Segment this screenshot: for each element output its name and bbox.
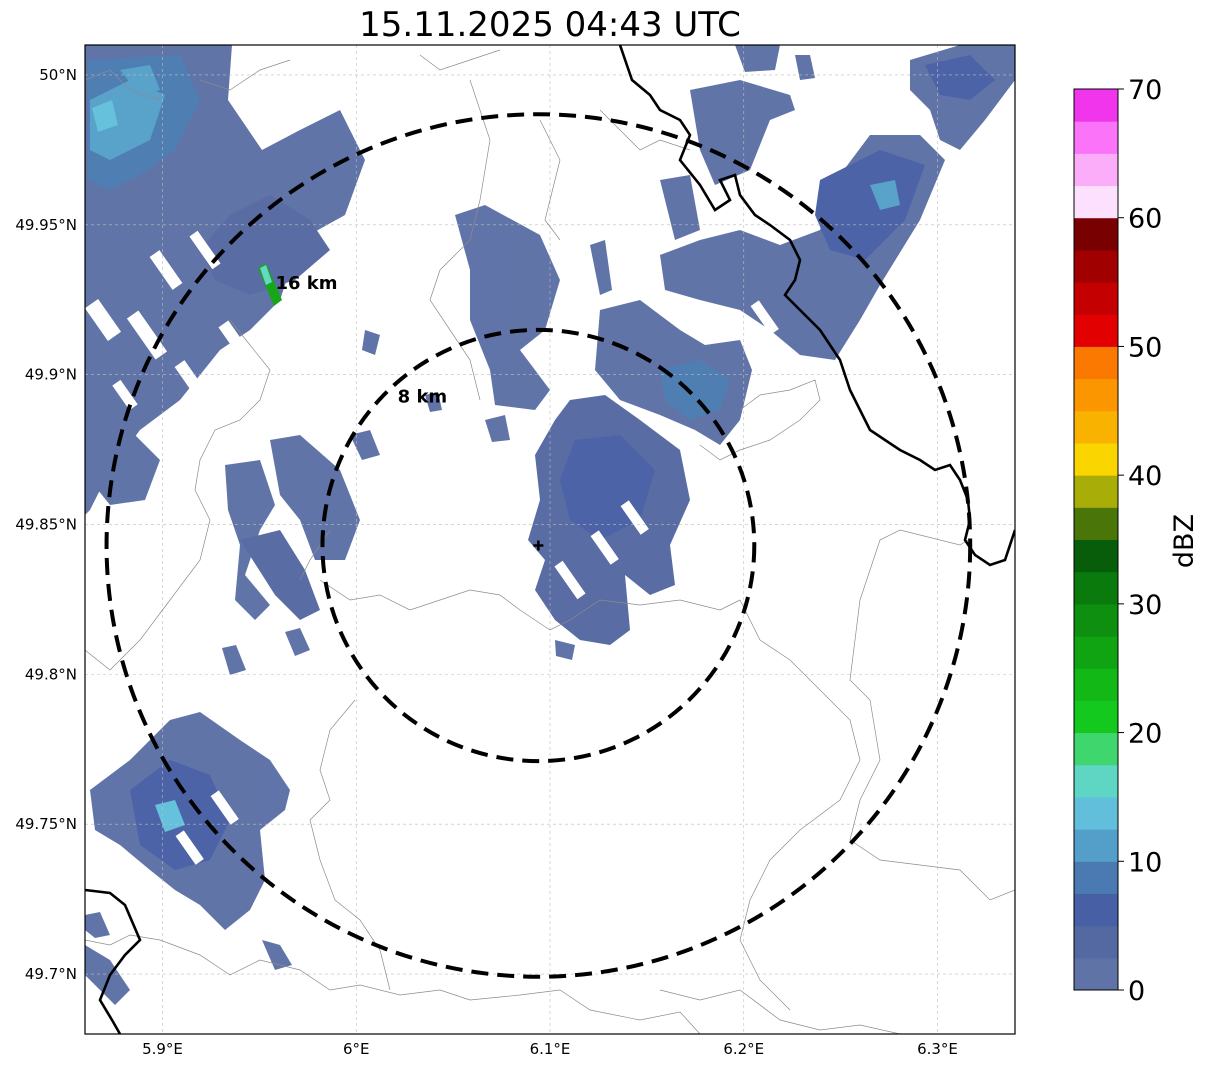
colorbar-segment [1074, 732, 1118, 766]
colorbar-tick-label: 30 [1128, 590, 1162, 621]
colorbar-segment [1074, 249, 1118, 283]
colorbar-segment [1074, 442, 1118, 476]
colorbar-segment [1074, 829, 1118, 862]
range-rings [104, 112, 973, 979]
gridlines [85, 45, 1015, 1034]
colorbar [1073, 88, 1119, 991]
colorbar-tick-label: 60 [1128, 204, 1162, 235]
colorbar-segment [1074, 603, 1118, 637]
precipitation-echoes [85, 45, 1015, 1005]
colorbar-segment [1074, 346, 1118, 380]
colorbar-segment [1074, 507, 1118, 540]
y-tick-label: 49.8°N [25, 665, 77, 683]
colorbar-segment [1074, 282, 1118, 315]
colorbar-segment [1074, 185, 1118, 219]
colorbar-segment [1074, 378, 1118, 412]
colorbar-segment [1074, 861, 1118, 894]
colorbar-ticks: 0 10 20 30 40 50 60 70 [1118, 75, 1162, 1007]
y-tick-label: 49.9°N [25, 366, 77, 384]
range-ring-label: 8 km [398, 386, 448, 407]
colorbar-segment [1074, 539, 1118, 573]
x-axis-ticks: 5.9°E 6°E 6.1°E 6.2°E 6.3°E [142, 1040, 958, 1058]
y-axis-ticks: 50°N 49.95°N 49.9°N 49.85°N 49.8°N 49.75°N 49.… [15, 66, 77, 983]
map-frame [84, 44, 1016, 1035]
x-tick-label: 6.2°E [723, 1040, 764, 1058]
x-tick-label: 5.9°E [142, 1040, 183, 1058]
colorbar-segment [1074, 796, 1118, 830]
colorbar-segment [1074, 217, 1118, 251]
range-ring-16km [104, 112, 973, 979]
colorbar-label: dBZ [1169, 514, 1200, 568]
colorbar-segment [1074, 89, 1118, 122]
colorbar-segment [1074, 893, 1118, 927]
colorbar-segment [1074, 571, 1118, 605]
y-tick-label: 49.75°N [15, 815, 77, 833]
colorbar-tick-label: 50 [1128, 332, 1162, 363]
map-title: 15.11.2025 04:43 UTC [359, 5, 741, 45]
colorbar-segment [1074, 925, 1118, 959]
colorbar-tick-label: 20 [1128, 719, 1162, 750]
colorbar-tick-label: 10 [1128, 847, 1162, 878]
colorbar-tick-label: 40 [1128, 461, 1162, 492]
colorbar-segment [1074, 668, 1118, 701]
colorbar-segment [1074, 153, 1118, 187]
colorbar-segment [1074, 957, 1118, 991]
range-ring-label: 16 km [275, 273, 337, 294]
colorbar-tick-label: 0 [1128, 976, 1145, 1007]
x-tick-label: 6.3°E [917, 1040, 958, 1058]
colorbar-tick-label: 70 [1128, 75, 1162, 106]
colorbar-frame [1073, 88, 1119, 991]
admin-borders [85, 49, 1015, 1034]
radar-site-marker [533, 540, 544, 551]
colorbar-segment [1074, 636, 1118, 669]
y-tick-label: 49.85°N [15, 516, 77, 534]
x-tick-label: 6°E [343, 1040, 370, 1058]
colorbar-segment [1074, 700, 1118, 734]
colorbar-segment [1074, 475, 1118, 508]
y-tick-label: 50°N [39, 66, 77, 84]
x-tick-label: 6.1°E [530, 1040, 571, 1058]
colorbar-segment [1074, 314, 1118, 347]
y-tick-label: 49.95°N [15, 216, 77, 234]
y-tick-label: 49.7°N [25, 965, 77, 983]
range-ring-8km [320, 327, 757, 764]
colorbar-segment [1074, 410, 1118, 444]
colorbar-segment [1074, 764, 1118, 798]
colorbar-segment [1074, 121, 1118, 154]
